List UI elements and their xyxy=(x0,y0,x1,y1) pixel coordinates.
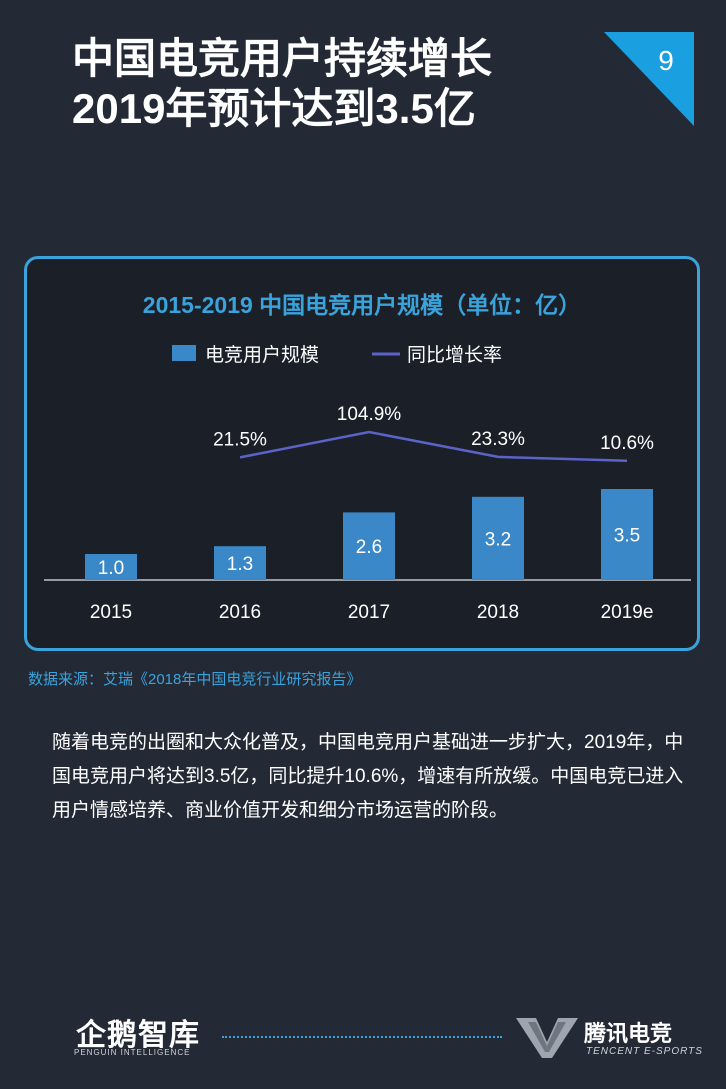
growth-rate-label-2019e: 10.6% xyxy=(600,433,654,454)
x-tick-label-2017: 2017 xyxy=(348,602,390,623)
chart: 2015-2019 中国电竞用户规模（单位：亿） 电竞用户规模 同比增长率 1.… xyxy=(44,292,691,623)
growth-rate-line xyxy=(239,430,628,463)
legend-bar-label: 电竞用户规模 xyxy=(205,344,319,366)
chart-title: 2015-2019 中国电竞用户规模（单位：亿） xyxy=(143,292,581,318)
bar-value-label-2019e: 3.5 xyxy=(614,526,640,547)
x-tick-label-2015: 2015 xyxy=(90,602,132,623)
x-tick-label-2016: 2016 xyxy=(219,602,261,623)
legend-bar-swatch xyxy=(172,345,196,361)
chart-card: 2015-2019 中国电竞用户规模（单位：亿） 电竞用户规模 同比增长率 1.… xyxy=(24,256,700,651)
legend-line-label: 同比增长率 xyxy=(407,344,502,366)
bar-value-label-2016: 1.3 xyxy=(227,554,253,575)
bar-2018 xyxy=(472,496,524,580)
growth-rate-label-2017: 104.9% xyxy=(337,404,402,425)
x-tick-label-2019e: 2019e xyxy=(601,602,654,623)
bar-2016 xyxy=(214,546,266,580)
right-logo-subtext: TENCENT E-SPORTS xyxy=(586,1046,703,1057)
v-emblem-icon xyxy=(516,1018,578,1058)
page-number: 9 xyxy=(658,45,674,76)
bar-value-label-2015: 1.0 xyxy=(98,558,124,579)
left-logo-text: 企鹅智库 xyxy=(76,1019,200,1052)
bar-2015 xyxy=(85,554,137,580)
bar-value-label-2018: 3.2 xyxy=(485,529,511,550)
bar-value-label-2017: 2.6 xyxy=(356,537,382,558)
tencent-esports-logo: 腾讯电竞 TENCENT E-SPORTS xyxy=(516,1012,702,1066)
bar-2019e xyxy=(601,489,653,580)
bar-2017 xyxy=(343,512,395,580)
footer-divider xyxy=(222,1036,502,1038)
x-tick-label-2018: 2018 xyxy=(477,602,519,623)
data-source: 数据来源：艾瑞《2018年中国电竞行业研究报告》 xyxy=(28,671,362,688)
growth-rate-label-2016: 21.5% xyxy=(213,429,267,450)
left-logo-subtext: PENGUIN INTELLIGENCE xyxy=(74,1048,191,1057)
page-title: 中国电竞用户持续增长 2019年预计达到3.5亿 xyxy=(72,34,592,134)
title-line-2: 2019年预计达到3.5亿 xyxy=(72,85,476,132)
right-logo-text: 腾讯电竞 xyxy=(584,1021,673,1046)
title-line-1: 中国电竞用户持续增长 xyxy=(72,35,493,82)
page-number-badge: 9 xyxy=(604,32,694,126)
growth-rate-label-2018: 23.3% xyxy=(471,429,525,450)
body-paragraph: 随着电竞的出圈和大众化普及，中国电竞用户基础进一步扩大，2019年，中国电竞用户… xyxy=(52,732,684,821)
penguin-intelligence-logo: 企鹅智库 PENGUIN INTELLIGENCE xyxy=(72,1010,202,1066)
